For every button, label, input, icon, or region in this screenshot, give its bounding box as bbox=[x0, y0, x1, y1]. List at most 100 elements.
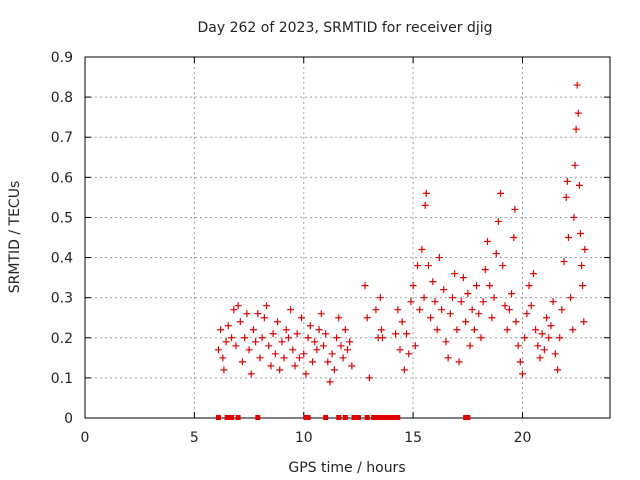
data-point bbox=[556, 334, 564, 342]
data-point bbox=[578, 262, 586, 270]
data-point bbox=[511, 205, 519, 213]
data-point bbox=[486, 282, 494, 290]
data-point bbox=[249, 326, 257, 334]
data-point bbox=[499, 262, 507, 270]
data-point bbox=[418, 246, 426, 254]
data-point bbox=[525, 282, 533, 290]
data-point bbox=[576, 229, 584, 237]
data-point bbox=[407, 298, 415, 306]
plot-frame bbox=[84, 56, 611, 419]
data-point bbox=[394, 306, 402, 314]
data-point bbox=[481, 266, 489, 274]
data-point bbox=[431, 298, 439, 306]
zero-point-marker bbox=[382, 415, 388, 420]
data-point bbox=[416, 306, 424, 314]
data-point bbox=[536, 354, 544, 362]
data-point bbox=[319, 342, 327, 350]
data-point bbox=[400, 366, 408, 374]
data-point bbox=[558, 306, 566, 314]
data-point bbox=[466, 342, 474, 350]
data-point bbox=[581, 246, 589, 254]
data-point bbox=[278, 338, 286, 346]
data-point bbox=[304, 334, 312, 342]
y-tick-label: 0.5 bbox=[51, 210, 73, 226]
data-point bbox=[265, 342, 273, 350]
data-point bbox=[311, 338, 319, 346]
data-point bbox=[411, 342, 419, 350]
data-point bbox=[534, 342, 542, 350]
y-tick-label: 0.2 bbox=[51, 331, 73, 347]
data-point bbox=[422, 189, 430, 197]
data-point bbox=[236, 318, 244, 326]
data-point bbox=[348, 362, 356, 370]
data-point bbox=[449, 294, 456, 302]
data-point bbox=[420, 294, 428, 302]
data-point bbox=[245, 346, 253, 354]
y-tick-label: 0.6 bbox=[51, 170, 73, 186]
data-point bbox=[269, 330, 277, 338]
data-point bbox=[579, 282, 587, 290]
data-point bbox=[346, 338, 354, 346]
data-point bbox=[451, 270, 459, 278]
data-point bbox=[573, 81, 581, 89]
data-point bbox=[464, 290, 472, 298]
data-point bbox=[228, 334, 236, 342]
data-point bbox=[521, 334, 529, 342]
x-tick-label: 20 bbox=[514, 430, 532, 446]
data-point bbox=[569, 326, 577, 334]
data-point bbox=[274, 318, 281, 326]
data-point bbox=[271, 350, 279, 358]
data-point bbox=[252, 338, 260, 346]
data-point bbox=[508, 290, 516, 298]
zero-point-marker bbox=[375, 415, 381, 420]
data-point bbox=[414, 262, 421, 270]
y-tick-label: 0.3 bbox=[51, 291, 73, 307]
data-point bbox=[455, 358, 463, 366]
data-point bbox=[284, 334, 292, 342]
data-point bbox=[403, 330, 411, 338]
data-point bbox=[442, 338, 450, 346]
data-point bbox=[529, 270, 537, 278]
data-point bbox=[547, 322, 555, 330]
data-point bbox=[446, 310, 454, 318]
data-point bbox=[243, 310, 251, 318]
data-point bbox=[424, 262, 432, 270]
data-point bbox=[239, 358, 246, 366]
data-point bbox=[293, 330, 301, 338]
data-point bbox=[554, 366, 561, 374]
data-point bbox=[551, 350, 559, 358]
data-point bbox=[567, 294, 575, 302]
data-point bbox=[409, 282, 417, 290]
data-point bbox=[494, 217, 502, 225]
data-point bbox=[492, 250, 500, 258]
data-point bbox=[372, 306, 380, 314]
data-point bbox=[575, 181, 583, 189]
zero-point-marker bbox=[371, 415, 377, 420]
y-tick-label: 0 bbox=[64, 411, 73, 427]
data-point bbox=[563, 177, 571, 185]
data-point bbox=[234, 302, 242, 310]
data-point bbox=[379, 334, 386, 342]
data-point bbox=[429, 278, 437, 286]
data-point bbox=[214, 346, 222, 354]
data-point bbox=[256, 354, 264, 362]
y-tick-label: 0.7 bbox=[51, 130, 73, 146]
data-point bbox=[287, 306, 295, 314]
data-point bbox=[484, 238, 491, 246]
data-point bbox=[260, 314, 268, 322]
data-point bbox=[344, 346, 351, 354]
data-point bbox=[462, 318, 470, 326]
data-point bbox=[330, 366, 338, 374]
y-tick-label: 0.1 bbox=[51, 371, 73, 387]
data-point bbox=[220, 366, 228, 374]
data-point bbox=[421, 201, 429, 209]
data-point bbox=[361, 282, 369, 290]
data-point bbox=[545, 334, 553, 342]
zero-point-marker bbox=[395, 415, 401, 420]
data-point bbox=[230, 306, 238, 314]
zero-point-marker bbox=[229, 415, 235, 420]
data-point bbox=[337, 342, 345, 350]
data-point bbox=[473, 282, 481, 290]
data-point bbox=[523, 310, 531, 318]
